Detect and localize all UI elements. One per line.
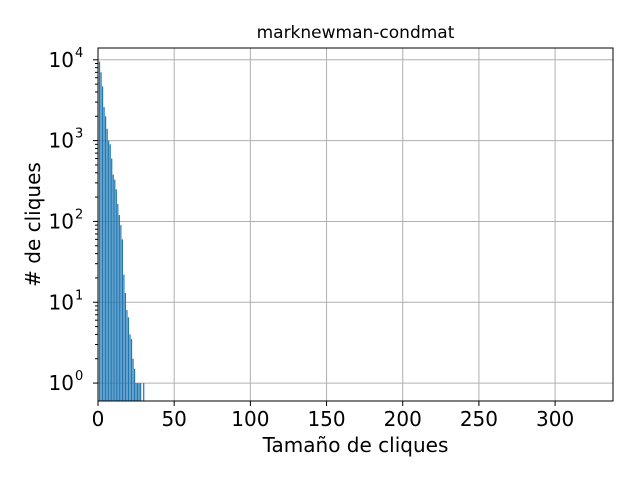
bar — [101, 86, 104, 401]
bar — [112, 174, 114, 401]
bar — [111, 158, 113, 401]
y-tick-label: 10 — [49, 209, 74, 233]
bar — [133, 368, 136, 401]
bar — [138, 383, 140, 401]
bar — [127, 317, 130, 401]
y-tick-label-exponent: 2 — [75, 207, 83, 222]
x-tick-label: 200 — [384, 407, 422, 431]
grid-lines — [97, 48, 613, 401]
y-tick-label-exponent: 0 — [75, 369, 83, 384]
y-tick-label: 10 — [49, 48, 74, 72]
bar — [109, 144, 111, 402]
bar — [105, 116, 107, 402]
bar — [124, 293, 127, 401]
x-tick-label: 0 — [92, 407, 105, 431]
bar — [121, 239, 123, 401]
y-axis-label: # de cliques — [21, 162, 45, 287]
bar — [106, 128, 108, 402]
y-tick-label: 10 — [49, 371, 74, 395]
y-tick-label-exponent: 4 — [75, 46, 83, 61]
bar — [143, 383, 145, 401]
plot-frame — [97, 47, 614, 402]
bar — [103, 107, 105, 401]
bar — [126, 310, 128, 401]
bar — [123, 274, 125, 401]
bar — [108, 140, 110, 401]
bar — [120, 225, 122, 401]
y-tick-label: 10 — [49, 129, 74, 153]
x-tick-label: 100 — [231, 407, 269, 431]
x-tick-label: 250 — [460, 407, 498, 431]
bar — [118, 215, 120, 401]
x-axis-label: Tamaño de cliques — [262, 433, 449, 457]
bar — [132, 358, 134, 401]
x-tick-label: 50 — [161, 407, 186, 431]
bar — [140, 383, 142, 401]
chart-title: marknewman-condmat — [257, 23, 455, 43]
bar — [135, 383, 137, 401]
bar — [130, 339, 133, 401]
x-tick-label: 300 — [536, 407, 574, 431]
y-tick-label-exponent: 1 — [75, 288, 83, 303]
bar — [98, 61, 101, 401]
bar — [129, 334, 131, 401]
y-tick-label: 10 — [49, 290, 74, 314]
bar — [137, 383, 139, 401]
bar — [114, 179, 116, 401]
x-tick-label: 150 — [307, 407, 345, 431]
bar — [115, 189, 117, 401]
bars — [98, 61, 145, 402]
bar — [117, 203, 119, 401]
y-tick-label-exponent: 3 — [75, 127, 83, 142]
bar — [100, 72, 102, 401]
